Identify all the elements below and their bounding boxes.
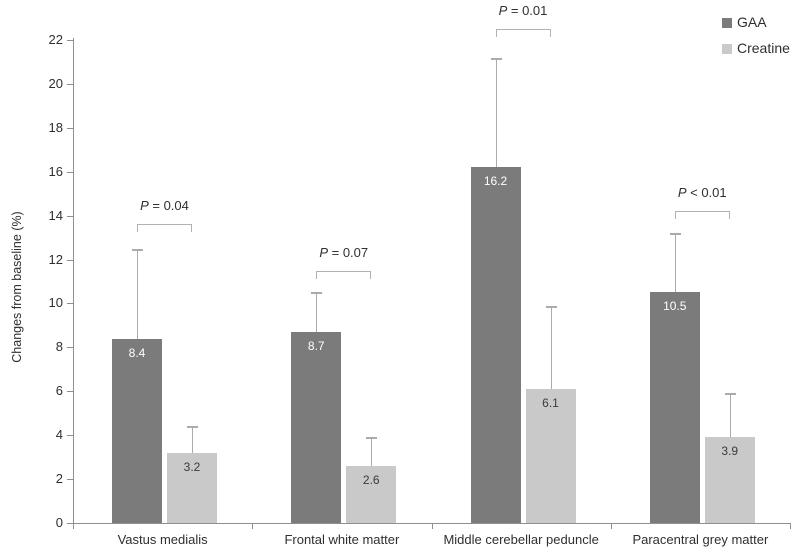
y-tick-label: 20 [48, 75, 63, 91]
bar-creatine-0 [167, 452, 217, 523]
y-tick [67, 391, 73, 393]
x-tick [431, 523, 433, 529]
y-tick-label: 18 [48, 119, 63, 135]
y-tick-label: 12 [48, 251, 63, 267]
y-tick-label: 8 [55, 339, 63, 355]
y-tick-label: 22 [48, 32, 63, 47]
bar-value-label: 3.2 [183, 459, 201, 474]
error-bar [674, 233, 676, 293]
bar-value-label: 8.7 [307, 338, 325, 353]
x-axis-category-label: Frontal white matter [284, 532, 400, 547]
x-tick [790, 523, 791, 529]
error-bar-cap [311, 292, 323, 295]
legend-item-creatine: Creatine [722, 40, 790, 57]
bar-creatine-1 [346, 465, 397, 523]
y-tick [67, 523, 73, 524]
x-axis-category-label: Paracentral grey matter [632, 532, 769, 547]
y-tick [67, 40, 73, 41]
y-tick-label: 4 [55, 427, 63, 443]
significance-bracket [316, 270, 372, 279]
p-value-label: P = 0.04 [140, 198, 189, 214]
error-bar-cap [545, 305, 557, 308]
legend-label-creatine: Creatine [737, 40, 790, 56]
error-bar [550, 305, 552, 390]
x-tick [610, 523, 612, 529]
x-axis-category-label: Middle cerebellar peduncle [443, 532, 599, 547]
significance-bracket [495, 29, 551, 38]
p-value-label: P = 0.07 [319, 244, 369, 260]
y-tick-label: 2 [55, 471, 63, 487]
legend-swatch-creatine [722, 43, 732, 54]
legend: GAA Creatine [722, 14, 790, 66]
y-tick [67, 171, 73, 173]
y-tick [67, 215, 73, 217]
bar-value-label: 8.4 [128, 345, 146, 360]
y-tick-label: 16 [48, 163, 63, 179]
significance-bracket [674, 211, 730, 220]
error-bar [729, 393, 731, 438]
error-bar-cap [132, 248, 143, 251]
bar-creatine-2 [525, 389, 576, 523]
bar-value-label: 2.6 [362, 472, 380, 487]
y-axis-title: Changes from baseline (%) [10, 211, 24, 363]
y-axis-line [73, 38, 74, 524]
error-bar-cap [669, 233, 681, 236]
y-tick-label: 0 [55, 515, 63, 530]
y-tick [67, 303, 73, 305]
error-bar-cap [366, 437, 378, 440]
bar-gaa-2 [470, 167, 521, 523]
error-bar [371, 437, 373, 466]
p-value-label: P < 0.01 [677, 185, 727, 201]
error-bar-cap [187, 426, 198, 429]
bar-gaa-3 [649, 292, 700, 523]
bar-value-label: 6.1 [542, 396, 559, 411]
bar-gaa-0 [112, 338, 162, 523]
bar-gaa-1 [291, 331, 342, 523]
error-bar [495, 57, 497, 168]
y-tick [67, 259, 73, 261]
p-value-label: P = 0.01 [498, 3, 548, 19]
y-tick [67, 83, 73, 85]
error-bar [316, 292, 318, 332]
bar-value-label: 10.5 [663, 299, 687, 314]
error-bar [137, 248, 138, 339]
y-tick [67, 435, 73, 437]
y-tick [67, 127, 73, 129]
y-tick-label: 10 [48, 295, 63, 311]
significance-bracket [137, 224, 192, 233]
x-tick [73, 523, 74, 529]
y-tick [67, 347, 73, 349]
bar-value-label: 16.2 [483, 174, 508, 189]
bar-creatine-3 [704, 437, 755, 523]
y-tick-label: 6 [55, 383, 63, 399]
bar-value-label: 3.9 [721, 444, 739, 459]
error-bar [192, 426, 193, 453]
x-axis-category-label: Vastus medialis [117, 532, 208, 547]
legend-item-gaa: GAA [722, 14, 790, 31]
legend-label-gaa: GAA [737, 14, 767, 30]
y-tick [67, 479, 73, 481]
legend-swatch-gaa [722, 17, 732, 28]
error-bar-cap [724, 393, 736, 396]
x-tick [252, 523, 254, 529]
error-bar-cap [490, 57, 502, 60]
y-tick-label: 14 [48, 207, 63, 223]
